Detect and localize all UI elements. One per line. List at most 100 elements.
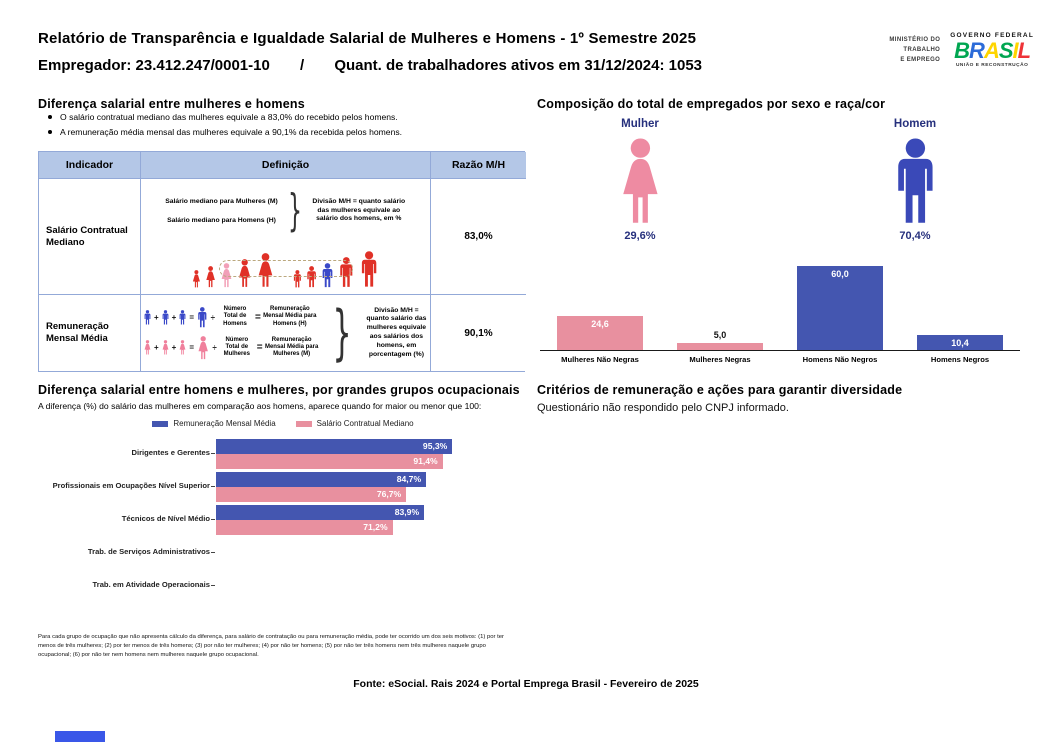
composition-title: Composição do total de empregados por se… (537, 97, 886, 111)
ministry-line: MINISTÉRIO DO (889, 36, 941, 43)
row-median-indicator: Salário Contratual Mediano (39, 179, 141, 295)
bullet-item: O salário contratual mediano das mulhere… (48, 112, 402, 122)
mean-result-label: Remuneração Mensal Média para Mulheres (… (264, 337, 319, 358)
bar-value-label: 91,4% (413, 456, 438, 466)
composition-bar: 24,6 (557, 315, 643, 350)
bar-value-label: 24,6 (591, 318, 609, 329)
axis-tick (211, 552, 215, 553)
occupational-subtitle: A diferença (%) do salário das mulheres … (38, 401, 482, 411)
brand-letter: A (983, 38, 1000, 63)
criteria-title: Critérios de remuneração e ações para ga… (537, 383, 903, 397)
footnote: Para cada grupo de ocupação que não apre… (38, 634, 504, 658)
occupational-legend: Remuneração Mensal Média Salário Contratu… (38, 419, 528, 428)
occupational-category-label: Técnicos de Nível Médio (121, 514, 210, 524)
subtitle-separator: / (299, 57, 305, 74)
mean-equations: + + = ÷ Número Total de Homens = Remuneração M… (143, 306, 319, 360)
bar-category-label: Homens Não Negros (802, 355, 878, 364)
brand-letter: R (969, 38, 985, 63)
man-pictogram-icon (889, 138, 942, 231)
occupational-category-label: Profissionais em Ocupações Nível Superio… (52, 481, 210, 491)
mean-division-note: Divisão M/H = quanto salário das mulhere… (366, 306, 427, 358)
col-header-indicador: Indicador (39, 152, 141, 179)
brand-letter: S (998, 38, 1014, 63)
legend-swatch (295, 420, 312, 427)
brand-letter: L (1017, 38, 1031, 63)
brasil-wordmark: BRASIL (950, 39, 1034, 62)
woman-figure-icon (203, 266, 218, 288)
bar-category-label: Mulheres Não Negras (561, 355, 639, 364)
male-label: Homem (893, 118, 937, 130)
row-mean-indicator: Remuneração Mensal Média (39, 295, 141, 371)
median-men-label: Salário mediano para Homens (H) (167, 217, 276, 224)
occupational-bar-pair: 95,3% 91,4% (216, 438, 453, 469)
bar-category-label: Mulheres Negras (689, 355, 751, 364)
composition-bar-group: 60,0 (780, 262, 900, 350)
total-count-label: Número Total de Homens (223, 306, 247, 327)
man-figure-icon (291, 270, 304, 288)
median-division-note: Divisão M/H = quanto salário das mulhere… (312, 197, 406, 223)
govbr-logo: MINISTÉRIO DO TRABALHO E EMPREGO GOVERNO F… (889, 32, 1034, 68)
row-median-ratio: 83,0% (431, 179, 526, 295)
composition-bar: 60,0 (797, 266, 883, 350)
brace-icon: } (287, 185, 302, 237)
plus-operator: + (154, 312, 159, 322)
occupational-bar: 71,2% (216, 519, 393, 535)
legend-swatch (152, 420, 169, 427)
bar-value-label: 95,3% (422, 441, 448, 451)
occupational-bar-pair: 84,7% 76,7% (216, 471, 427, 502)
axis-tick (211, 519, 215, 520)
footer-accent-bar (55, 731, 105, 742)
salary-gap-title: Diferença salarial entre mulheres e home… (38, 97, 305, 111)
divide-operator: ÷ (212, 343, 217, 353)
axis-tick (211, 453, 215, 454)
man-figure-icon (304, 266, 319, 288)
composition-bar-group: 5,0 (660, 262, 780, 350)
occupational-bar: 91,4% (216, 453, 443, 469)
plus-operator: = (189, 343, 195, 353)
occupational-bar-pair: 83,9% 71,2% (216, 504, 425, 535)
occupational-bar: 76,7% (216, 486, 407, 502)
active-workers-count: Quant. de trabalhadores ativos em 31/12/… (334, 57, 703, 74)
occupational-row: Trab. de Serviços Administrativos (38, 536, 528, 569)
composition-bar-group: 24,6 (540, 262, 660, 350)
bar-value-label: 60,0 (831, 269, 849, 279)
report-title: Relatório de Transparência e Igualdade S… (38, 30, 697, 47)
woman-pictogram-icon (614, 138, 667, 231)
occupational-bar: 95,3% (216, 438, 453, 454)
total-count-label: Número Total de Mulheres (223, 337, 250, 358)
equals-operator: = (256, 342, 263, 354)
employer-id: Empregador: 23.412.247/0001-10 (38, 57, 270, 74)
gov-label: GOVERNO FEDERAL (950, 32, 1034, 39)
woman-figure-icon (254, 253, 277, 288)
bar-value-label: 76,7% (376, 489, 402, 499)
ministry-line: E EMPREGO (900, 57, 941, 64)
ministry-line: TRABALHO (903, 46, 941, 53)
plus-operator: + (171, 343, 177, 353)
indicator-table: Indicador Definição Razão M/H Salário Co… (38, 151, 526, 372)
axis-tick (211, 585, 215, 586)
man-figure-icon (357, 251, 381, 288)
bar-value-label: 83,9% (394, 507, 420, 517)
composition-bar (677, 343, 763, 350)
occupational-row: Profissionais em Ocupações Nível Superio… (38, 470, 528, 503)
composition-bar-group: 10,4 (900, 262, 1020, 350)
occupational-category-label: Trab. de Serviços Administrativos (87, 547, 210, 557)
bullet-item: A remuneração média mensal das mulheres … (48, 127, 402, 137)
row-mean-ratio: 90,1% (431, 295, 526, 371)
row-mean-definition: + + = ÷ Número Total de Homens = Remuneração M… (141, 295, 431, 371)
composition-bar-chart: 24,6 5,0 60,0 10,4 Mulheres Não Negras Mulhe… (540, 262, 1020, 364)
median-highlight-outline (219, 260, 353, 277)
row-median-definition: Salário mediano para Mulheres (M) Salári… (141, 179, 431, 295)
salary-gap-bullets: O salário contratual mediano das mulhere… (48, 112, 402, 142)
occupational-row: Trab. em Atividade Operacionais (38, 569, 528, 602)
women-mean-equation: + + = ÷ Número Total de Mulheres = Remuneração… (143, 335, 319, 360)
median-people-diagram (145, 244, 426, 288)
median-women-label: Salário mediano para Mulheres (M) (165, 198, 278, 205)
mean-result-label: Remuneração Mensal Média para Homens (H) (263, 306, 317, 327)
plus-operator: + (171, 312, 177, 322)
legend-label: Remuneração Mensal Média (173, 419, 276, 428)
governo-federal-logo: GOVERNO FEDERAL BRASIL UNIÃO E RECONSTRU… (950, 32, 1034, 68)
legend-item: Remuneração Mensal Média (152, 419, 276, 428)
axis-tick (211, 486, 215, 487)
